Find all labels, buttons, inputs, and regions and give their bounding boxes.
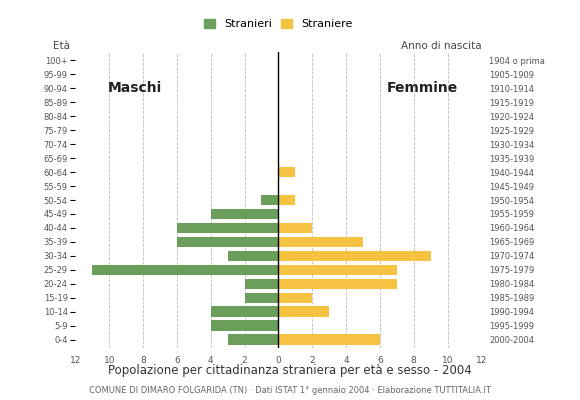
Bar [278, 223, 312, 233]
Bar [278, 251, 430, 261]
Bar [278, 292, 312, 303]
Text: Popolazione per cittadinanza straniera per età e sesso - 2004: Popolazione per cittadinanza straniera p… [108, 364, 472, 377]
Bar [278, 264, 397, 275]
Bar [211, 306, 278, 317]
Bar [278, 167, 295, 177]
Bar [245, 278, 278, 289]
Bar [245, 292, 278, 303]
Text: Età: Età [53, 41, 70, 51]
Bar [92, 264, 278, 275]
Text: Maschi: Maschi [107, 81, 162, 95]
Bar [278, 195, 295, 205]
Bar [262, 195, 278, 205]
Bar [211, 320, 278, 331]
Legend: Stranieri, Straniere: Stranieri, Straniere [204, 19, 353, 29]
Text: Anno di nascita: Anno di nascita [401, 42, 481, 52]
Bar [211, 209, 278, 219]
Bar [227, 334, 278, 345]
Text: Femmine: Femmine [386, 81, 458, 95]
Bar [278, 306, 329, 317]
Bar [278, 334, 380, 345]
Bar [177, 237, 278, 247]
Bar [177, 223, 278, 233]
Bar [227, 251, 278, 261]
Bar [278, 237, 363, 247]
Text: COMUNE DI DIMARO FOLGARIDA (TN) · Dati ISTAT 1° gennaio 2004 · Elaborazione TUTT: COMUNE DI DIMARO FOLGARIDA (TN) · Dati I… [89, 386, 491, 395]
Bar [278, 278, 397, 289]
